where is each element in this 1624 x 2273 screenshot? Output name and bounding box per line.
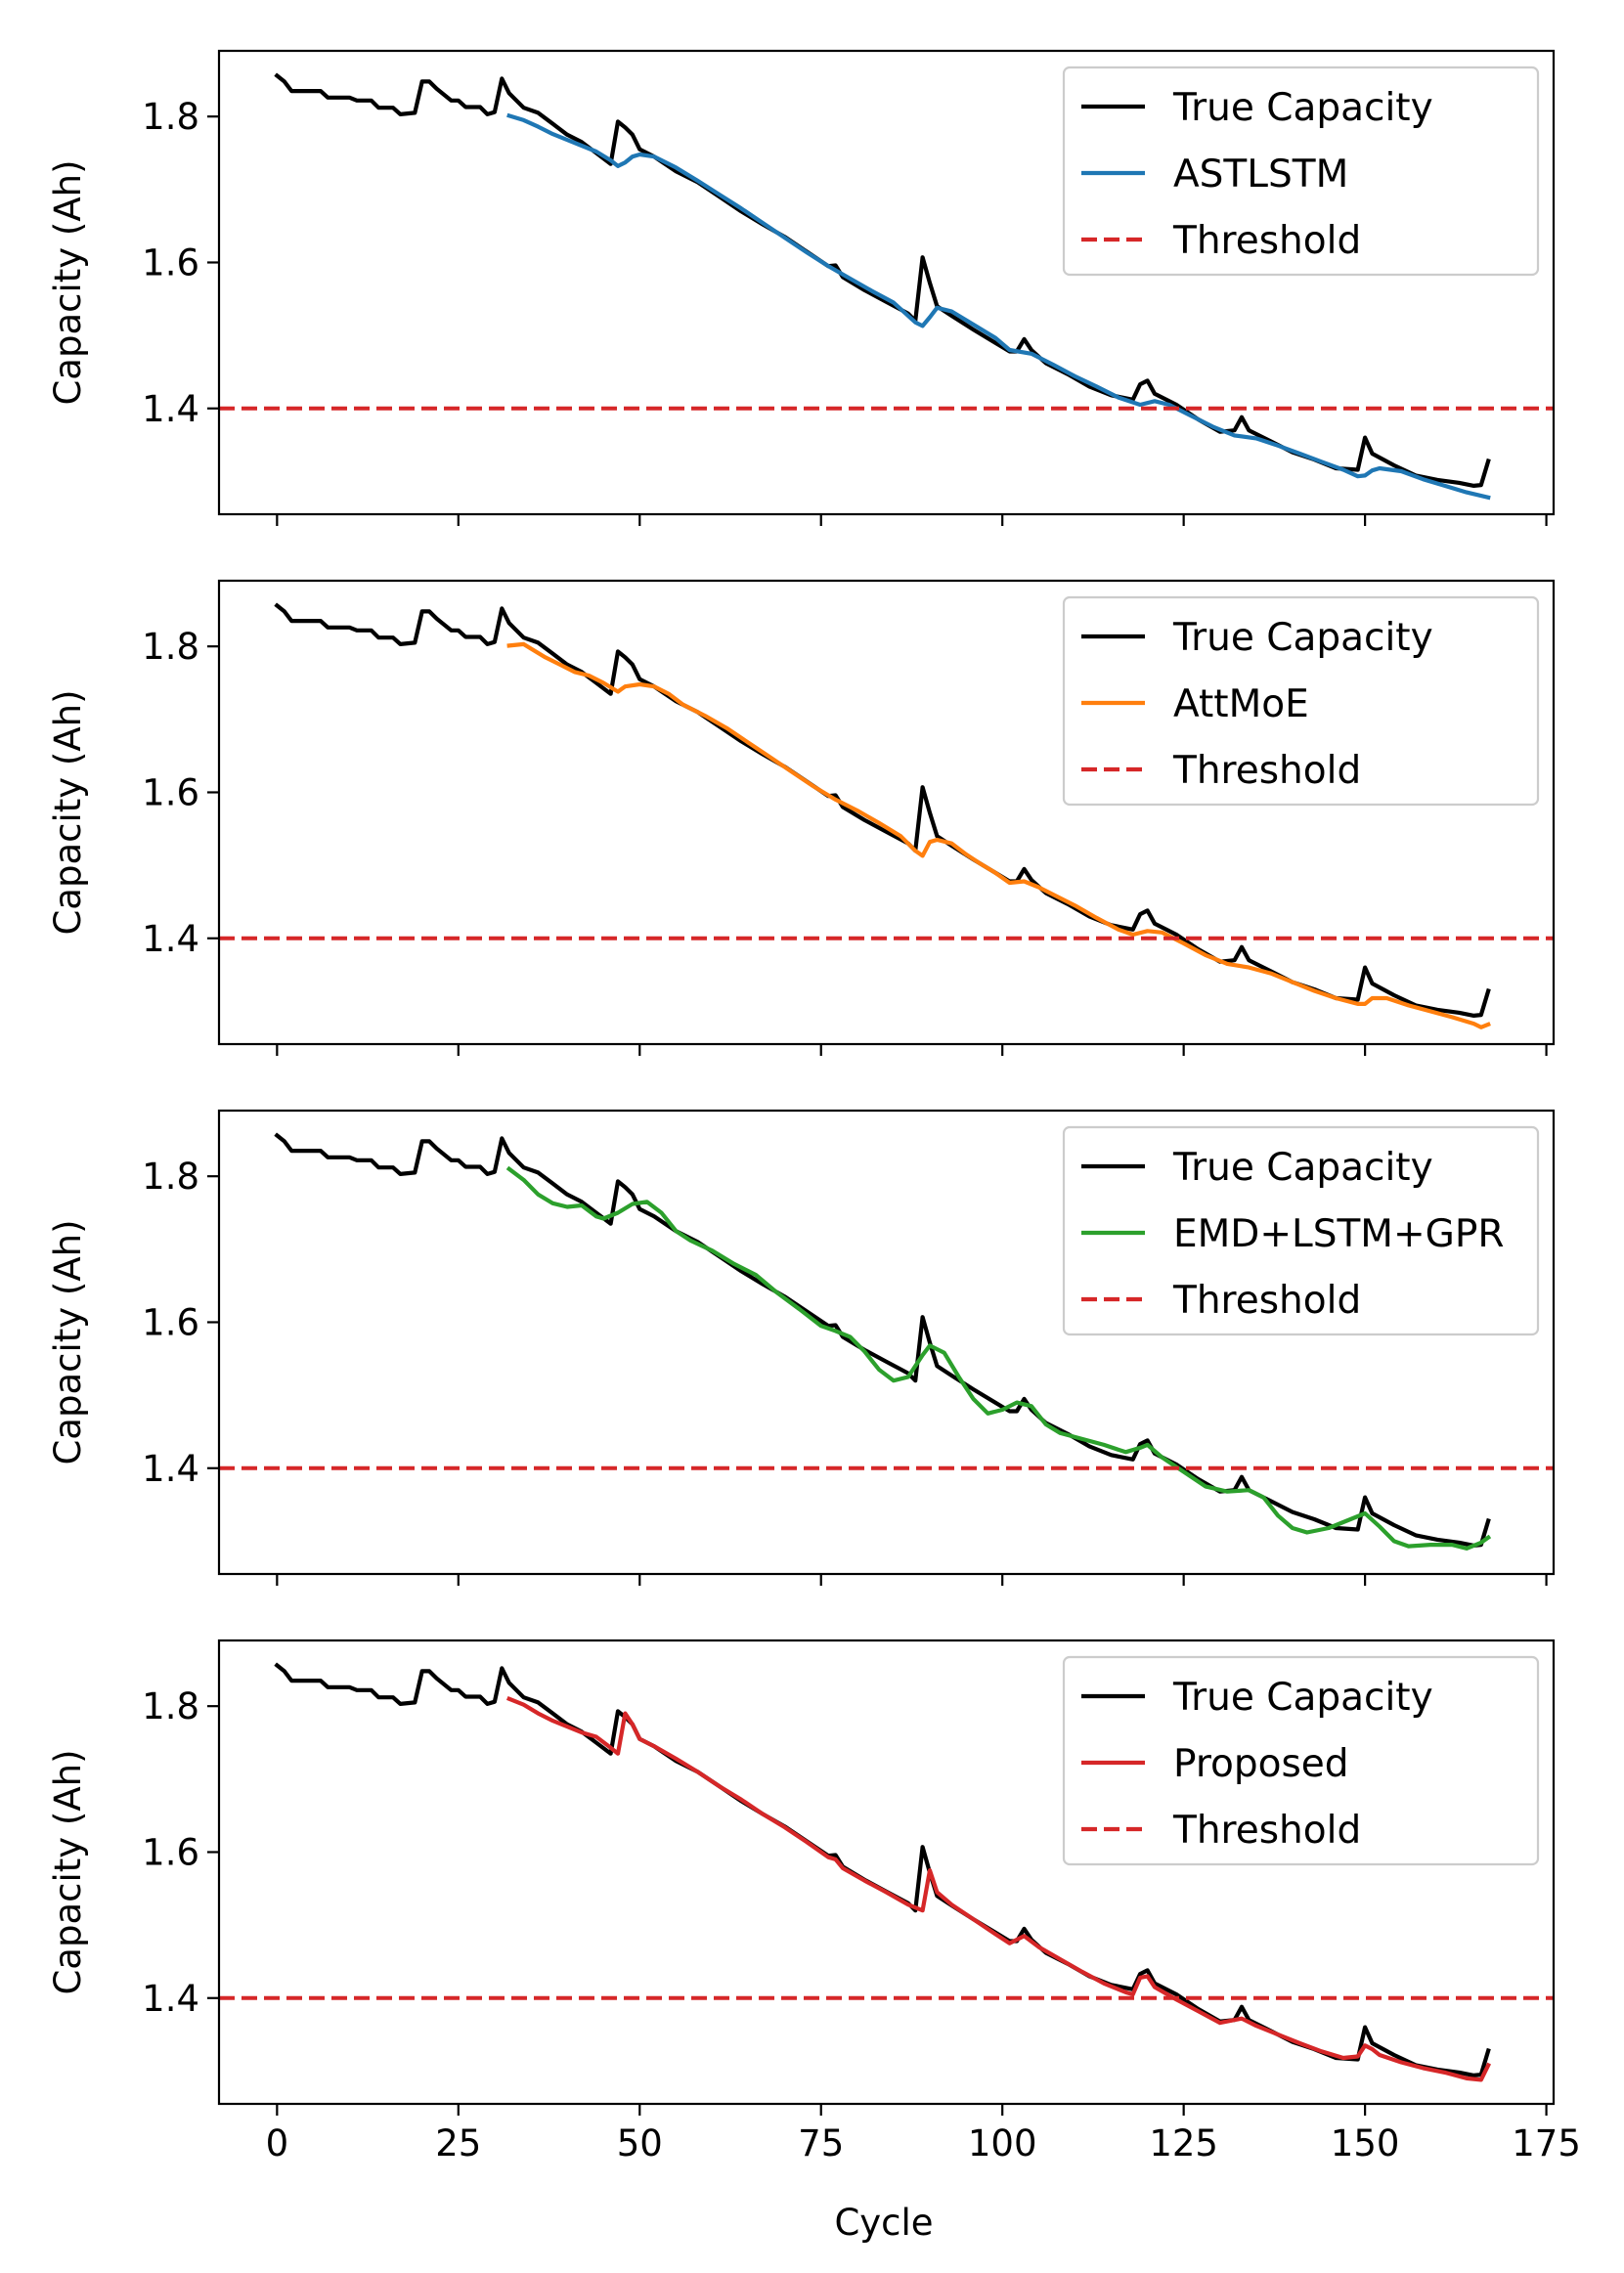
x-axis-label: Cycle: [834, 2202, 933, 2244]
y-tick-label: 1.8: [142, 1685, 199, 1727]
y-axis-label: Capacity (Ah): [47, 159, 89, 405]
axes-frame: [217, 579, 1556, 1046]
y-tick-label: 1.4: [142, 1978, 199, 2020]
legend: True Capacity AttMoE Threshold: [1062, 595, 1540, 807]
legend-label: True Capacity: [1172, 1146, 1433, 1190]
legend-label: ASTLSTM: [1173, 153, 1348, 197]
prediction-line: [505, 1695, 1492, 2082]
legend-label: Threshold: [1172, 749, 1361, 793]
legend-label: AttMoE: [1173, 682, 1309, 726]
legend-label: EMD+LSTM+GPR: [1173, 1212, 1504, 1256]
y-tick-label: 1.8: [142, 626, 199, 668]
axes-frame: [217, 49, 1556, 516]
y-tick-label: 1.8: [142, 1156, 199, 1198]
axes-frame: [217, 1109, 1556, 1576]
plot-area: [219, 1132, 1554, 1551]
axes-frame: [217, 1639, 1556, 2106]
x-tick-label: 100: [968, 2122, 1037, 2164]
true-capacity-line: [274, 1132, 1491, 1548]
y-tick-label: 1.4: [142, 388, 199, 430]
y-axis-label: Capacity (Ah): [47, 1219, 89, 1464]
x-tick-label: 175: [1512, 2122, 1581, 2164]
legend-label: True Capacity: [1172, 616, 1433, 660]
legend-label: Proposed: [1173, 1742, 1349, 1786]
legend-label: Threshold: [1172, 1279, 1361, 1323]
prediction-line: [506, 112, 1491, 501]
legend-label: Threshold: [1172, 1809, 1361, 1853]
x-tick-label: 0: [266, 2122, 289, 2164]
legend-label: True Capacity: [1172, 86, 1433, 130]
x-tick-label: 25: [435, 2122, 481, 2164]
y-axis-label: Capacity (Ah): [47, 689, 89, 935]
panel-3: 1.4 1.6 1.8 Capacity (Ah) True Capacity EMD+L…: [47, 1109, 1556, 1586]
x-tick-label: 50: [617, 2122, 663, 2164]
legend-box: [1062, 66, 1540, 277]
panels: 1.4 1.6 1.8 Capacity (Ah) True Capacity ASTLS…: [47, 49, 1581, 2164]
legend: True Capacity ASTLSTM Threshold: [1062, 66, 1540, 277]
legend: True Capacity Proposed Threshold: [1062, 1655, 1540, 1866]
prediction-line: [505, 1165, 1492, 1551]
plot-area: [219, 602, 1554, 1029]
legend: True Capacity EMD+LSTM+GPR Threshold: [1062, 1125, 1540, 1336]
y-tick-label: 1.6: [142, 1831, 199, 1873]
y-tick-label: 1.6: [142, 241, 199, 284]
plot-area: [219, 1662, 1554, 2082]
legend-box: [1062, 1125, 1540, 1336]
y-tick-label: 1.4: [142, 918, 199, 960]
x-tick-label: 75: [798, 2122, 844, 2164]
panel-2: 1.4 1.6 1.8 Capacity (Ah) True Capacity AttMo…: [47, 579, 1556, 1056]
prediction-line: [506, 641, 1491, 1029]
legend-label: Threshold: [1172, 219, 1361, 263]
x-tick-label: 150: [1331, 2122, 1400, 2164]
y-tick-label: 1.6: [142, 1301, 199, 1343]
legend-box: [1062, 1655, 1540, 1866]
y-axis-label: Capacity (Ah): [47, 1749, 89, 1994]
y-tick-label: 1.4: [142, 1448, 199, 1490]
y-tick-label: 1.6: [142, 771, 199, 813]
plot-area: [219, 72, 1554, 501]
panel-4: 1.4 1.6 1.8 0 25 50 75 100 125 150 175 Capacity (Ah…: [47, 1639, 1581, 2164]
legend-box: [1062, 595, 1540, 807]
y-tick-label: 1.8: [142, 96, 199, 138]
x-tick-label: 125: [1149, 2122, 1218, 2164]
legend-label: True Capacity: [1172, 1676, 1433, 1720]
panel-1: 1.4 1.6 1.8 Capacity (Ah) True Capacity ASTLS…: [47, 49, 1556, 526]
